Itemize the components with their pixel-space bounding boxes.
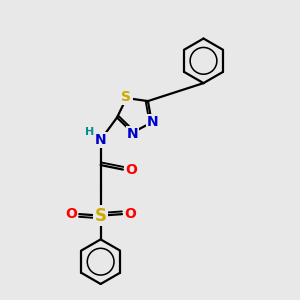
Text: O: O [65, 207, 77, 221]
Text: N: N [95, 133, 106, 147]
Text: S: S [122, 90, 131, 104]
Text: O: O [124, 207, 136, 221]
Text: N: N [127, 127, 138, 141]
Text: S: S [94, 207, 106, 225]
Text: O: O [125, 163, 137, 176]
Text: H: H [85, 127, 94, 136]
Text: N: N [147, 116, 159, 129]
